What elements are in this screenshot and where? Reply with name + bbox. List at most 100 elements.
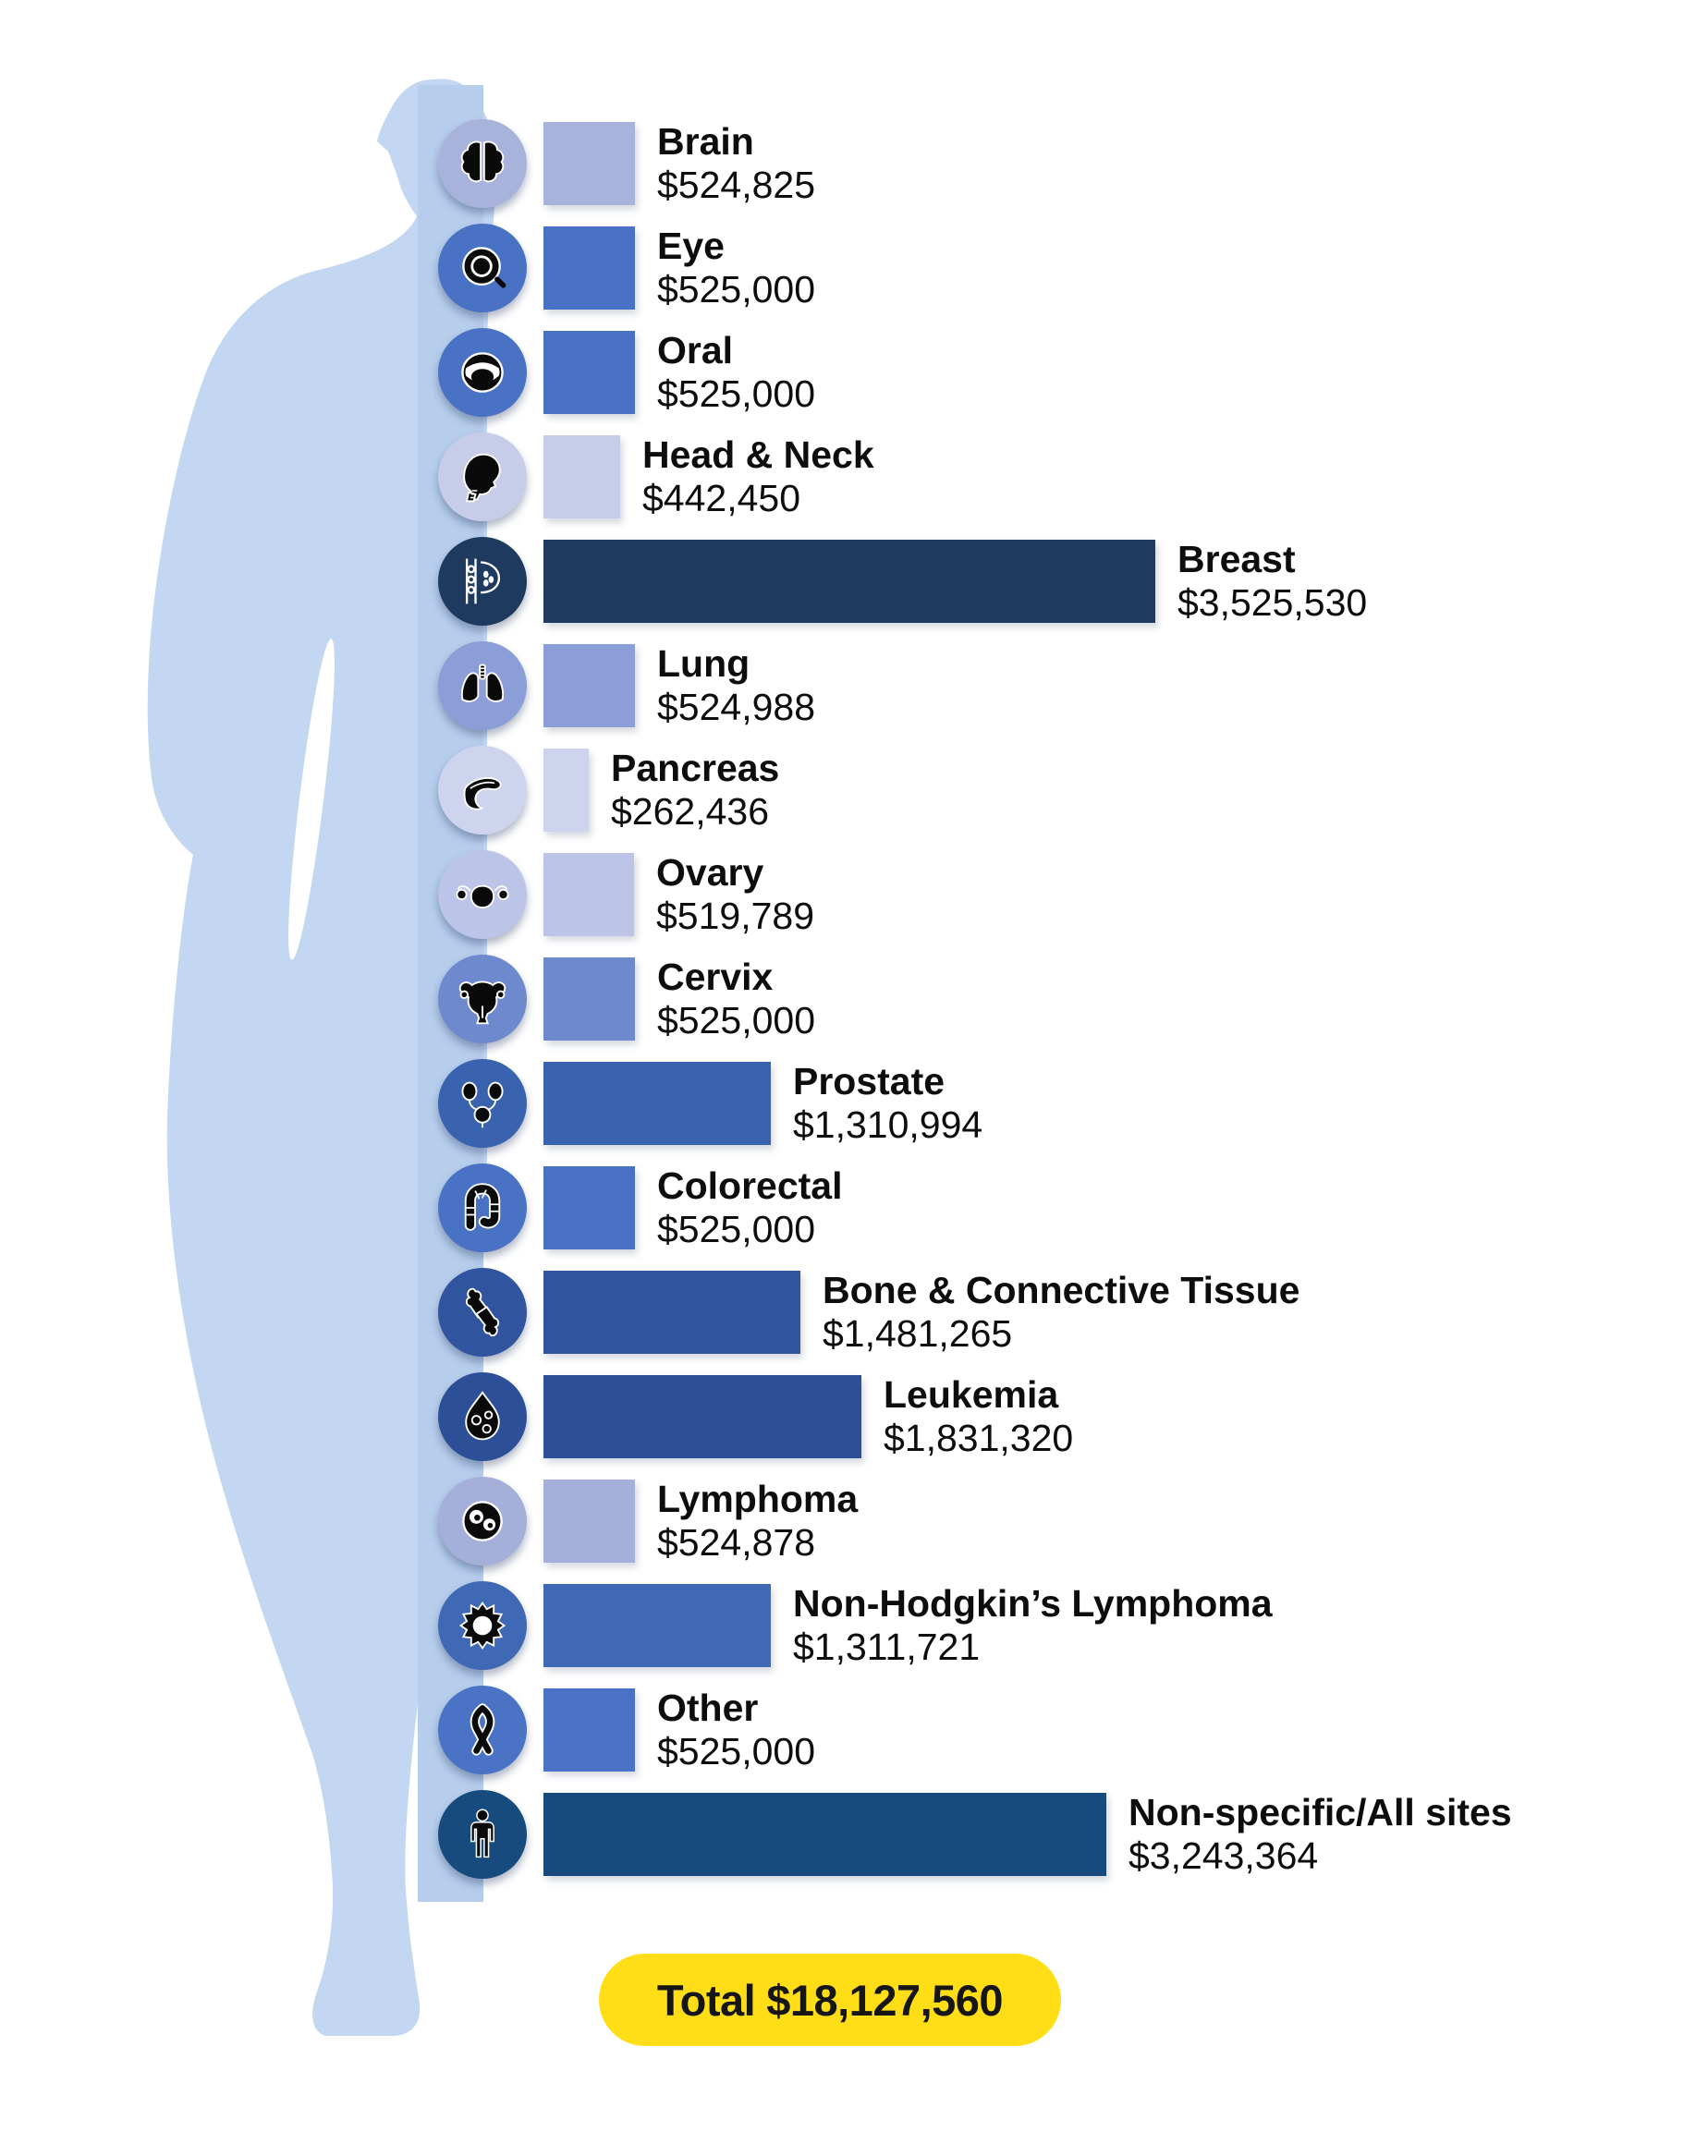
funding-amount: $442,450 [642, 476, 801, 519]
bone-icon [438, 1267, 527, 1357]
chart-row: Ovary $519,789 [438, 842, 1512, 946]
funding-amount: $524,825 [657, 163, 816, 206]
funding-bar [543, 1687, 635, 1772]
cancer-type-label: Brain [657, 119, 754, 163]
row-label-group: Colorectal $525,000 [657, 1164, 843, 1251]
chart-row: Breast $3,525,530 [438, 529, 1512, 633]
funding-bar [543, 1792, 1106, 1876]
funding-amount: $262,436 [611, 789, 770, 833]
funding-amount: $525,000 [657, 372, 816, 415]
funding-bar-list: Brain $524,825 Eye $525,000 Oral $525,000 Head… [438, 111, 1512, 1886]
chart-row: Bone & Connective Tissue $1,481,265 [438, 1260, 1512, 1364]
row-label-group: Bone & Connective Tissue $1,481,265 [823, 1269, 1299, 1356]
cervix-icon [438, 954, 527, 1043]
cancer-type-label: Eye [657, 224, 725, 267]
funding-amount: $1,481,265 [823, 1311, 1013, 1355]
chart-row: Lymphoma $524,878 [438, 1468, 1512, 1573]
nhl-icon [438, 1580, 527, 1670]
funding-bar [543, 434, 620, 518]
row-label-group: Prostate $1,310,994 [793, 1060, 982, 1147]
cancer-type-label: Breast [1177, 537, 1296, 580]
funding-bar [543, 1479, 635, 1563]
funding-amount: $1,311,721 [793, 1625, 981, 1668]
funding-bar [543, 956, 635, 1041]
row-label-group: Breast $3,525,530 [1177, 538, 1367, 625]
funding-amount: $525,000 [657, 1207, 816, 1250]
chart-row: Pancreas $262,436 [438, 737, 1512, 842]
chart-row: Oral $525,000 [438, 320, 1512, 424]
funding-bar [543, 1270, 800, 1354]
arm-gap-highlight [288, 639, 335, 960]
funding-amount: $525,000 [657, 998, 816, 1041]
chart-row: Non-Hodgkin’s Lymphoma $1,311,721 [438, 1573, 1512, 1677]
funding-amount: $524,988 [657, 685, 816, 728]
chart-row: Other $525,000 [438, 1677, 1512, 1782]
total-badge: Total $18,127,560 [599, 1954, 1061, 2046]
chart-row: Leukemia $1,831,320 [438, 1364, 1512, 1468]
funding-amount: $525,000 [657, 267, 816, 311]
chart-row: Head & Neck $442,450 [438, 424, 1512, 529]
cancer-type-label: Ovary [656, 850, 764, 894]
funding-bar [543, 539, 1155, 623]
prostate-icon [438, 1058, 527, 1148]
lymphoma-icon [438, 1476, 527, 1565]
cancer-type-label: Head & Neck [642, 432, 874, 476]
funding-bar [543, 1061, 771, 1145]
row-label-group: Pancreas $262,436 [611, 747, 779, 834]
funding-bar [543, 225, 635, 310]
funding-bar [543, 643, 635, 727]
chart-row: Non-specific/All sites $3,243,364 [438, 1782, 1512, 1886]
leukemia-icon [438, 1371, 527, 1461]
funding-bar [543, 121, 635, 205]
row-label-group: Brain $524,825 [657, 120, 815, 207]
total-amount: $18,127,560 [766, 1975, 1004, 2025]
funding-amount: $3,525,530 [1177, 580, 1368, 624]
cancer-type-label: Lymphoma [657, 1477, 859, 1520]
row-label-group: Head & Neck $442,450 [642, 433, 874, 520]
row-label-group: Leukemia $1,831,320 [884, 1373, 1073, 1460]
funding-amount: $525,000 [657, 1729, 816, 1772]
ovary-icon [438, 849, 527, 939]
row-label-group: Eye $525,000 [657, 225, 815, 311]
funding-bar [543, 330, 635, 414]
chart-row: Cervix $525,000 [438, 946, 1512, 1051]
row-label-group: Non-Hodgkin’s Lymphoma $1,311,721 [793, 1582, 1273, 1669]
chart-row: Prostate $1,310,994 [438, 1051, 1512, 1155]
oral-icon [438, 327, 527, 417]
row-label-group: Lung $524,988 [657, 642, 815, 729]
funding-bar [543, 852, 634, 936]
person-icon [438, 1789, 527, 1879]
funding-bar [543, 1374, 861, 1458]
cancer-type-label: Non-specific/All sites [1128, 1790, 1512, 1833]
chart-row: Colorectal $525,000 [438, 1155, 1512, 1260]
total-label: Total [656, 1975, 756, 2025]
row-label-group: Ovary $519,789 [656, 851, 814, 938]
cancer-type-label: Pancreas [611, 746, 780, 789]
breast-icon [438, 536, 527, 626]
funding-amount: $519,789 [656, 894, 815, 937]
cancer-type-label: Leukemia [884, 1372, 1059, 1416]
cancer-type-label: Oral [657, 328, 734, 372]
funding-bar [543, 1165, 635, 1249]
row-label-group: Lymphoma $524,878 [657, 1478, 858, 1565]
row-label-group: Other $525,000 [657, 1687, 815, 1773]
cancer-type-label: Lung [657, 641, 750, 685]
cancer-type-label: Cervix [657, 955, 774, 998]
cancer-type-label: Bone & Connective Tissue [823, 1268, 1300, 1311]
funding-amount: $524,878 [657, 1520, 816, 1564]
row-label-group: Cervix $525,000 [657, 956, 815, 1042]
head-neck-icon [438, 432, 527, 521]
ribbon-icon [438, 1685, 527, 1774]
funding-amount: $1,831,320 [884, 1416, 1074, 1459]
cancer-type-label: Prostate [793, 1059, 946, 1102]
row-label-group: Non-specific/All sites $3,243,364 [1128, 1791, 1512, 1878]
funding-amount: $1,310,994 [793, 1102, 983, 1146]
cancer-type-label: Colorectal [657, 1163, 843, 1207]
lung-icon [438, 640, 527, 730]
brain-icon [438, 118, 527, 208]
pancreas-icon [438, 745, 527, 834]
funding-amount: $3,243,364 [1128, 1833, 1319, 1877]
cancer-type-label: Non-Hodgkin’s Lymphoma [793, 1581, 1273, 1625]
chart-row: Brain $524,825 [438, 111, 1512, 215]
